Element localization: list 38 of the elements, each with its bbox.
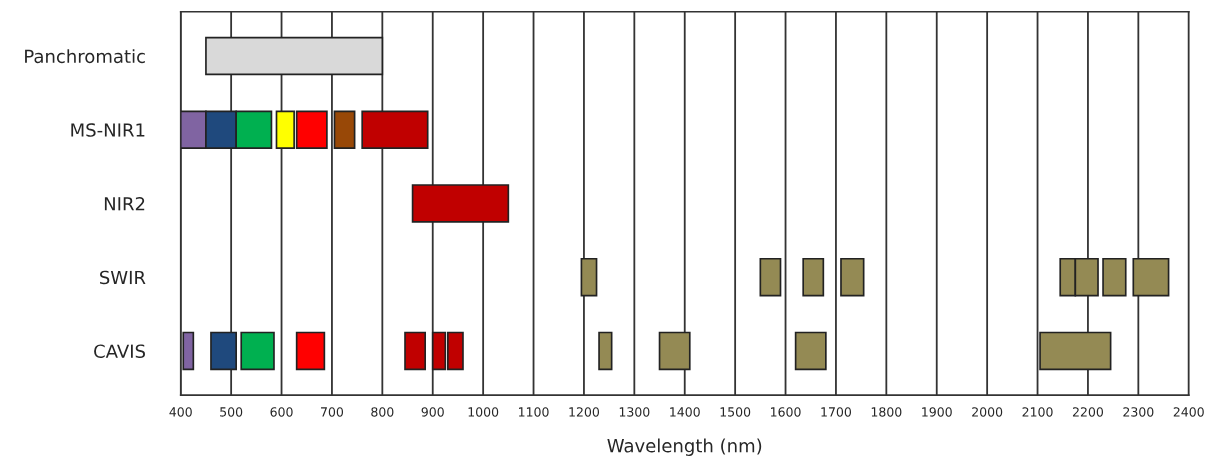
x-tick-label: 2200 bbox=[1072, 407, 1104, 417]
y-tick-label: Panchromatic bbox=[25, 49, 145, 64]
y-tick-label: NIR2 bbox=[104, 196, 145, 211]
x-tick-label: 900 bbox=[421, 407, 444, 417]
x-tick-label: 2100 bbox=[1022, 407, 1053, 417]
x-tick-label: 1400 bbox=[670, 407, 700, 417]
x-tick-label: 1500 bbox=[720, 407, 751, 417]
bar bbox=[333, 110, 356, 150]
x-tick-label: 2300 bbox=[1123, 407, 1154, 417]
x-axis-title: Wavelength (nm) bbox=[607, 438, 762, 456]
bar bbox=[240, 331, 275, 371]
y-tick-label: CAVIS bbox=[94, 344, 146, 359]
x-tick-label: 1100 bbox=[519, 407, 549, 417]
bar bbox=[361, 110, 429, 150]
x-tick-label: 800 bbox=[371, 407, 394, 417]
x-tick-label: 1600 bbox=[771, 407, 801, 417]
bar bbox=[205, 36, 384, 76]
x-tick-label: 1700 bbox=[821, 407, 852, 417]
bar bbox=[658, 331, 691, 371]
y-tick-label: MS-NIR1 bbox=[71, 123, 145, 137]
x-tick-label: 1900 bbox=[922, 407, 952, 417]
bar bbox=[182, 331, 195, 371]
y-tick-label: SWIR bbox=[100, 270, 146, 285]
bar bbox=[1039, 331, 1112, 371]
x-tick-label: 2400 bbox=[1173, 407, 1204, 417]
x-tick-label: 400 bbox=[169, 407, 192, 417]
bar bbox=[1132, 257, 1170, 297]
x-tick-label: 2000 bbox=[972, 407, 1003, 417]
bar bbox=[794, 331, 827, 371]
x-tick-label: 1200 bbox=[569, 407, 600, 417]
x-tick-label: 500 bbox=[220, 407, 243, 417]
x-tick-label: 1300 bbox=[619, 407, 650, 417]
bar bbox=[598, 331, 613, 371]
x-tick-label: 1000 bbox=[468, 407, 499, 417]
x-tick-label: 600 bbox=[270, 407, 293, 417]
x-tick-label: 700 bbox=[321, 407, 344, 417]
x-tick-label: 1800 bbox=[871, 407, 902, 417]
bar bbox=[210, 331, 238, 371]
